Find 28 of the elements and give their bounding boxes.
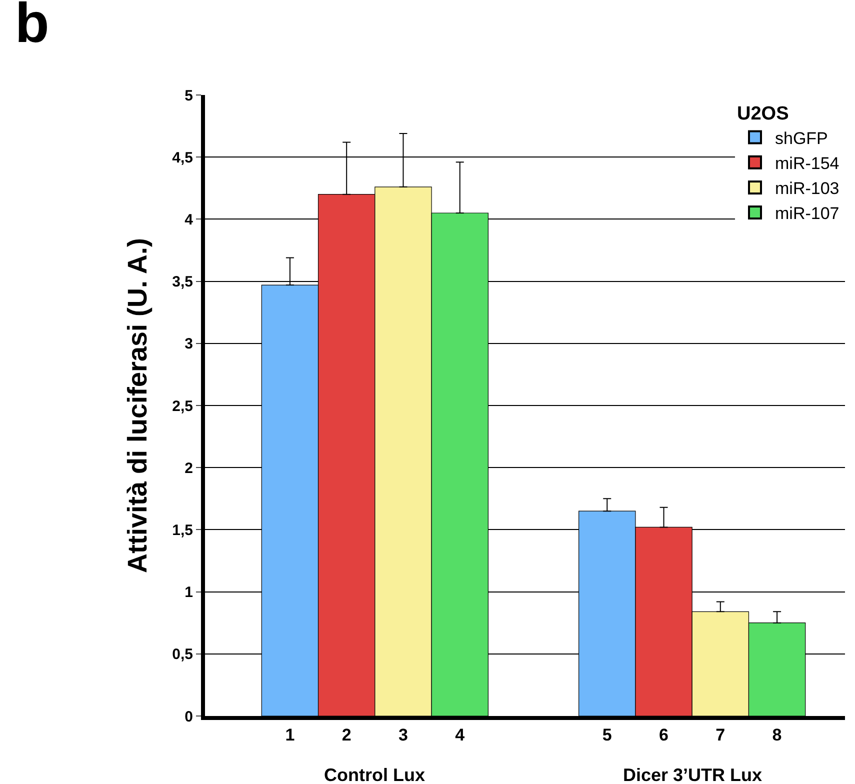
x-tick-label: 1 xyxy=(285,725,295,744)
text: Control Lux xyxy=(324,765,425,784)
x-tick-label: 5 xyxy=(602,725,612,744)
y-tick-label: 1,5 xyxy=(172,522,193,539)
y-axis-title: Attività di luciferasi (U. A.) xyxy=(122,238,153,574)
legend-label: shGFP xyxy=(775,128,828,148)
y-tick-label: 5 xyxy=(184,87,193,104)
x-tick-label: 7 xyxy=(716,725,726,744)
y-tick-label: 0,5 xyxy=(172,646,193,664)
legend-label: miR-103 xyxy=(775,179,840,198)
legend-label: miR-154 xyxy=(775,154,840,173)
y-tick-label: 3,5 xyxy=(172,274,193,291)
legend-title: U2OS xyxy=(737,104,789,125)
x-tick-label: 2 xyxy=(342,725,352,744)
y-tick-label: 4,5 xyxy=(172,149,193,166)
x-tick-label: 3 xyxy=(398,725,408,744)
chart-title: b xyxy=(15,0,50,54)
y-tick-label: 2,5 xyxy=(172,398,193,415)
y-tick-label: 4 xyxy=(184,211,194,228)
y-tick-label: 0 xyxy=(184,708,193,726)
legend-label: miR-107 xyxy=(775,204,840,224)
y-tick-label: 1 xyxy=(184,584,193,602)
y-tick-label: 3 xyxy=(184,336,193,353)
y-tick-label: 2 xyxy=(184,460,193,477)
text: Dicer 3’UTR Lux xyxy=(623,765,762,784)
x-tick-label: 6 xyxy=(659,725,668,744)
x-tick-label: 4 xyxy=(455,725,466,744)
x-tick-label: 8 xyxy=(772,725,782,744)
